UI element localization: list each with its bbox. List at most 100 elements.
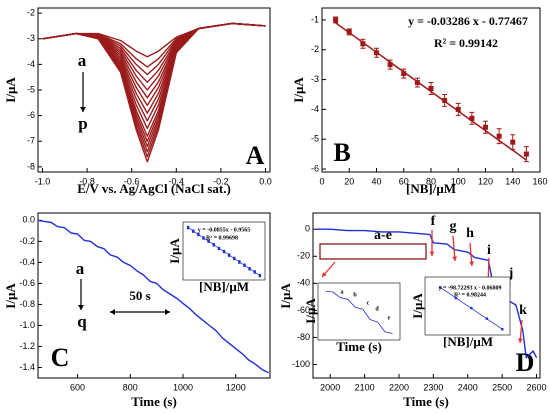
x-tick-label: 60	[399, 176, 409, 186]
x-tick-label: 2300	[423, 382, 443, 392]
annotation: y = -0.03286 x - 0.77467	[408, 14, 528, 28]
y-tick-label: -0.2	[19, 236, 35, 246]
y-tick-label: -4	[311, 104, 319, 114]
y-tick-label: -0.6	[19, 278, 35, 288]
x-tick-label: -0.6	[124, 176, 140, 186]
x-axis-label: [NB]/μM	[199, 279, 249, 294]
x-tick-label: 0	[319, 176, 324, 186]
x-tick-label: 100	[451, 176, 466, 186]
data-point	[360, 41, 366, 47]
data-point	[523, 151, 529, 157]
data-point	[428, 86, 434, 92]
x-axis-label: [NB]/μM	[443, 334, 493, 349]
y-tick-label: -4	[27, 59, 35, 69]
y-tick-label: -8	[27, 161, 35, 171]
y-tick-label: -40	[297, 278, 310, 288]
annotation: f	[431, 214, 436, 229]
annotation: c	[367, 300, 370, 306]
y-axis-label: I/μA	[167, 238, 182, 264]
x-tick-label: 1000	[173, 382, 193, 392]
data-line	[325, 290, 393, 334]
y-tick-label: -5	[311, 134, 319, 144]
y-tick-label: -1	[311, 14, 319, 24]
x-tick-label: 2500	[492, 382, 512, 392]
x-tick-label: -0.2	[213, 176, 229, 186]
x-tick-label: 800	[123, 382, 138, 392]
y-tick-label: -1.2	[19, 341, 35, 351]
y-tick-label: 0.0	[22, 215, 35, 225]
x-tick-label: 600	[70, 382, 85, 392]
data-point	[186, 226, 190, 229]
data-point	[414, 80, 420, 86]
y-tick-label: -1.0	[19, 320, 35, 330]
data-point	[238, 260, 241, 264]
x-tick-label: 2600	[527, 382, 547, 392]
data-point	[217, 247, 221, 250]
arrow-head	[80, 107, 86, 112]
data-point	[455, 106, 461, 112]
highlight-box	[319, 243, 427, 260]
annotation: k	[519, 303, 527, 318]
y-tick-label: -6	[311, 163, 319, 173]
arrow-head	[78, 305, 84, 310]
annotation: R² = 0.99142	[434, 36, 498, 50]
y-tick-label: -3	[311, 74, 319, 84]
x-axis-label: Time (s)	[131, 394, 177, 409]
x-axis-label: [NB]/μM	[406, 181, 456, 196]
data-point	[510, 139, 516, 145]
annotation: j	[508, 266, 514, 281]
y-tick-label: -3	[27, 33, 35, 43]
y-tick-label: -7	[27, 136, 35, 146]
panel-label: C	[51, 343, 70, 372]
annotation: y = -0.0855x - 0.9565	[198, 227, 250, 233]
annotation: y = -98.72293 x - 0.06809	[439, 285, 502, 291]
data-point	[442, 97, 448, 103]
annotation: h	[466, 226, 474, 241]
data-line	[37, 219, 269, 374]
y-axis-label: I/μA	[278, 283, 293, 309]
x-tick-label: 1200	[226, 382, 246, 392]
annotation: 50 s	[129, 288, 150, 303]
x-tick-label: 2400	[458, 382, 478, 392]
x-tick-label: 120	[478, 176, 493, 186]
data-point	[374, 50, 379, 56]
x-tick-label: 160	[532, 176, 547, 186]
y-tick-label: -6	[27, 110, 35, 120]
annotation: p	[78, 114, 87, 133]
y-axis-label: I/μA	[3, 283, 18, 309]
data-point	[485, 317, 489, 320]
y-tick-label: -0.8	[19, 299, 35, 309]
data-point	[401, 71, 407, 77]
y-axis-label: I/μA	[3, 77, 18, 103]
annotation: d	[375, 306, 379, 312]
plot-frame	[37, 7, 271, 173]
panel-label: A	[246, 141, 265, 170]
y-tick-label: -2	[311, 44, 319, 54]
data-point	[227, 254, 231, 257]
data-point	[469, 115, 475, 121]
x-tick-label: 80	[426, 176, 436, 186]
data-point	[197, 233, 200, 236]
data-point	[248, 267, 251, 270]
data-point	[202, 236, 205, 240]
x-tick-label: 0.0	[259, 176, 272, 186]
data-point	[233, 257, 236, 260]
y-tick-label: -1.4	[19, 362, 35, 372]
annotation: q	[77, 312, 87, 331]
data-point	[496, 133, 502, 139]
data-point	[333, 17, 339, 23]
data-point	[258, 274, 262, 277]
data-point	[212, 243, 215, 246]
annotation: a	[76, 259, 85, 278]
annotation: g	[450, 219, 457, 234]
data-point	[483, 124, 488, 130]
x-axis-label: E/V vs. Ag/AgCl (NaCl sat.)	[77, 181, 231, 196]
x-tick-label: 140	[505, 176, 520, 186]
x-tick-label: -0.4	[169, 176, 185, 186]
annotation: R² = 0.99698	[206, 235, 238, 241]
y-tick-label: -2	[27, 8, 35, 18]
x-tick-label: -1.0	[35, 176, 51, 186]
annotation: a	[78, 51, 87, 70]
x-tick-label: 40	[371, 176, 381, 186]
